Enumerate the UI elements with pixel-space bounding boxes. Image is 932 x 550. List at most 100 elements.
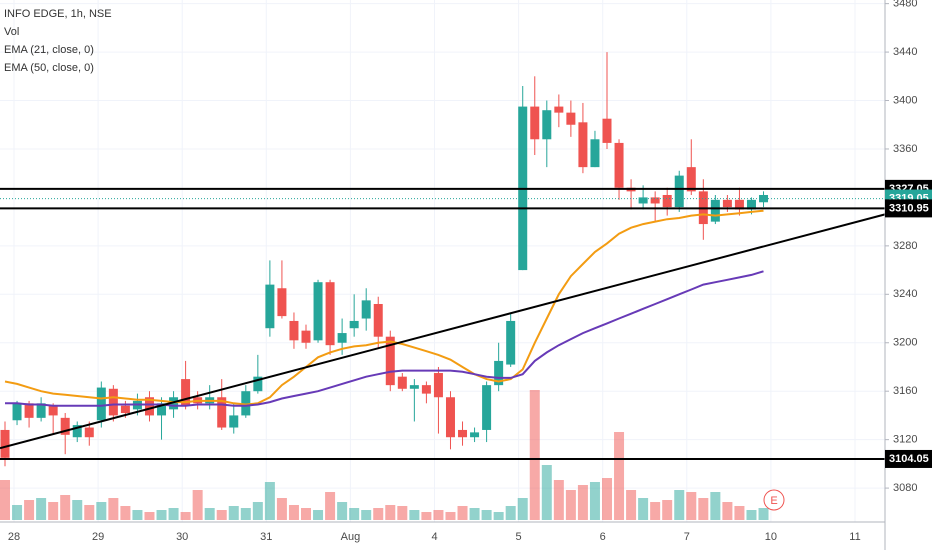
candle-body xyxy=(662,194,672,208)
volume-bar xyxy=(662,500,673,520)
candle-body xyxy=(542,110,552,140)
candle-body xyxy=(686,167,696,192)
volume-bar xyxy=(626,490,637,520)
candle-body xyxy=(494,360,504,386)
volume-bar xyxy=(481,510,492,520)
candle-body xyxy=(578,122,588,168)
price-label-bg xyxy=(885,199,932,218)
volume-bar xyxy=(144,512,155,520)
candle-body xyxy=(385,336,395,386)
volume-bar xyxy=(505,506,516,520)
candle-body xyxy=(325,282,335,346)
volume-bar xyxy=(409,510,420,520)
candle-body xyxy=(710,199,720,222)
candle-body xyxy=(277,288,287,317)
candle-body xyxy=(482,385,492,430)
chart-title: INFO EDGE, 1h, NSE xyxy=(4,8,112,20)
candle-body xyxy=(60,417,70,435)
volume-bar xyxy=(60,495,71,520)
volume-bar xyxy=(469,508,480,520)
candle-body xyxy=(397,376,407,389)
volume-bar xyxy=(228,506,239,520)
volume-bar xyxy=(758,508,769,520)
volume-bar xyxy=(421,512,432,520)
candle-body xyxy=(638,197,648,204)
volume-bar xyxy=(650,502,661,520)
candle-body xyxy=(566,112,576,125)
volume-bar xyxy=(216,510,227,520)
x-tick-label: 29 xyxy=(92,531,104,543)
candle-body xyxy=(108,388,118,416)
candle-body xyxy=(301,330,311,343)
volume-bar xyxy=(252,502,263,520)
volume-bar xyxy=(541,465,552,520)
volume-bar xyxy=(553,480,564,520)
candle-body xyxy=(433,373,443,398)
candle-body xyxy=(181,379,191,406)
candle-body xyxy=(265,284,275,329)
volume-bar xyxy=(349,508,360,520)
y-tick-label: 3240 xyxy=(893,288,917,300)
volume-bar xyxy=(361,510,372,520)
volume-bar xyxy=(565,490,576,520)
volume-bar xyxy=(445,512,456,520)
candle-body xyxy=(12,403,22,421)
volume-bar xyxy=(385,505,396,520)
volume-bar xyxy=(602,478,612,520)
volume-bar xyxy=(180,512,191,520)
candle-body xyxy=(650,197,660,204)
volume-bar xyxy=(577,485,588,520)
candle-body xyxy=(373,303,383,337)
legend-item: Vol xyxy=(4,26,19,38)
volume-bar xyxy=(240,508,251,520)
volume-bar xyxy=(108,498,119,520)
volume-bar xyxy=(517,498,528,520)
x-tick-label: 31 xyxy=(260,531,272,543)
candle-body xyxy=(421,385,431,394)
volume-bar xyxy=(84,505,95,520)
volume-bar xyxy=(373,508,384,520)
volume-bar xyxy=(12,505,23,520)
volume-bar xyxy=(674,490,685,520)
volume-bar xyxy=(48,502,59,520)
volume-bar xyxy=(493,512,504,520)
volume-bar xyxy=(0,480,10,520)
candle-body xyxy=(0,429,10,458)
y-tick-label: 3400 xyxy=(893,94,917,106)
candle-body xyxy=(722,199,732,208)
volume-bar xyxy=(710,492,721,520)
candle-body xyxy=(36,403,46,418)
candle-body xyxy=(590,139,600,168)
candle-body xyxy=(734,199,744,210)
candle-body xyxy=(48,405,58,416)
volume-bar xyxy=(96,502,107,520)
candle-body xyxy=(409,385,419,389)
volume-bar xyxy=(276,498,287,520)
y-tick-label: 3280 xyxy=(893,240,917,252)
volume-bar xyxy=(589,482,600,520)
candle-body xyxy=(72,425,82,438)
volume-bar xyxy=(72,500,83,520)
x-tick-label: 11 xyxy=(849,531,860,543)
volume-bar xyxy=(156,510,167,520)
price-label-bg xyxy=(885,449,932,468)
y-tick-label: 3440 xyxy=(893,46,917,58)
candle-body xyxy=(217,397,227,428)
candle-body xyxy=(96,387,106,421)
x-tick-label: 10 xyxy=(765,531,777,543)
candle-body xyxy=(349,320,359,329)
candle-body xyxy=(289,320,299,341)
volume-bar xyxy=(457,506,468,520)
candle-body xyxy=(506,320,516,365)
candle-body xyxy=(361,300,371,319)
volume-bar xyxy=(120,506,131,520)
volume-bar xyxy=(734,506,745,520)
volume-bar xyxy=(614,432,625,520)
volume-bar xyxy=(132,510,143,520)
x-tick-label: Aug xyxy=(341,531,361,543)
x-tick-label: 4 xyxy=(431,531,437,543)
volume-bar xyxy=(337,502,348,520)
candle-body xyxy=(313,282,323,341)
y-tick-label: 3080 xyxy=(893,482,917,494)
